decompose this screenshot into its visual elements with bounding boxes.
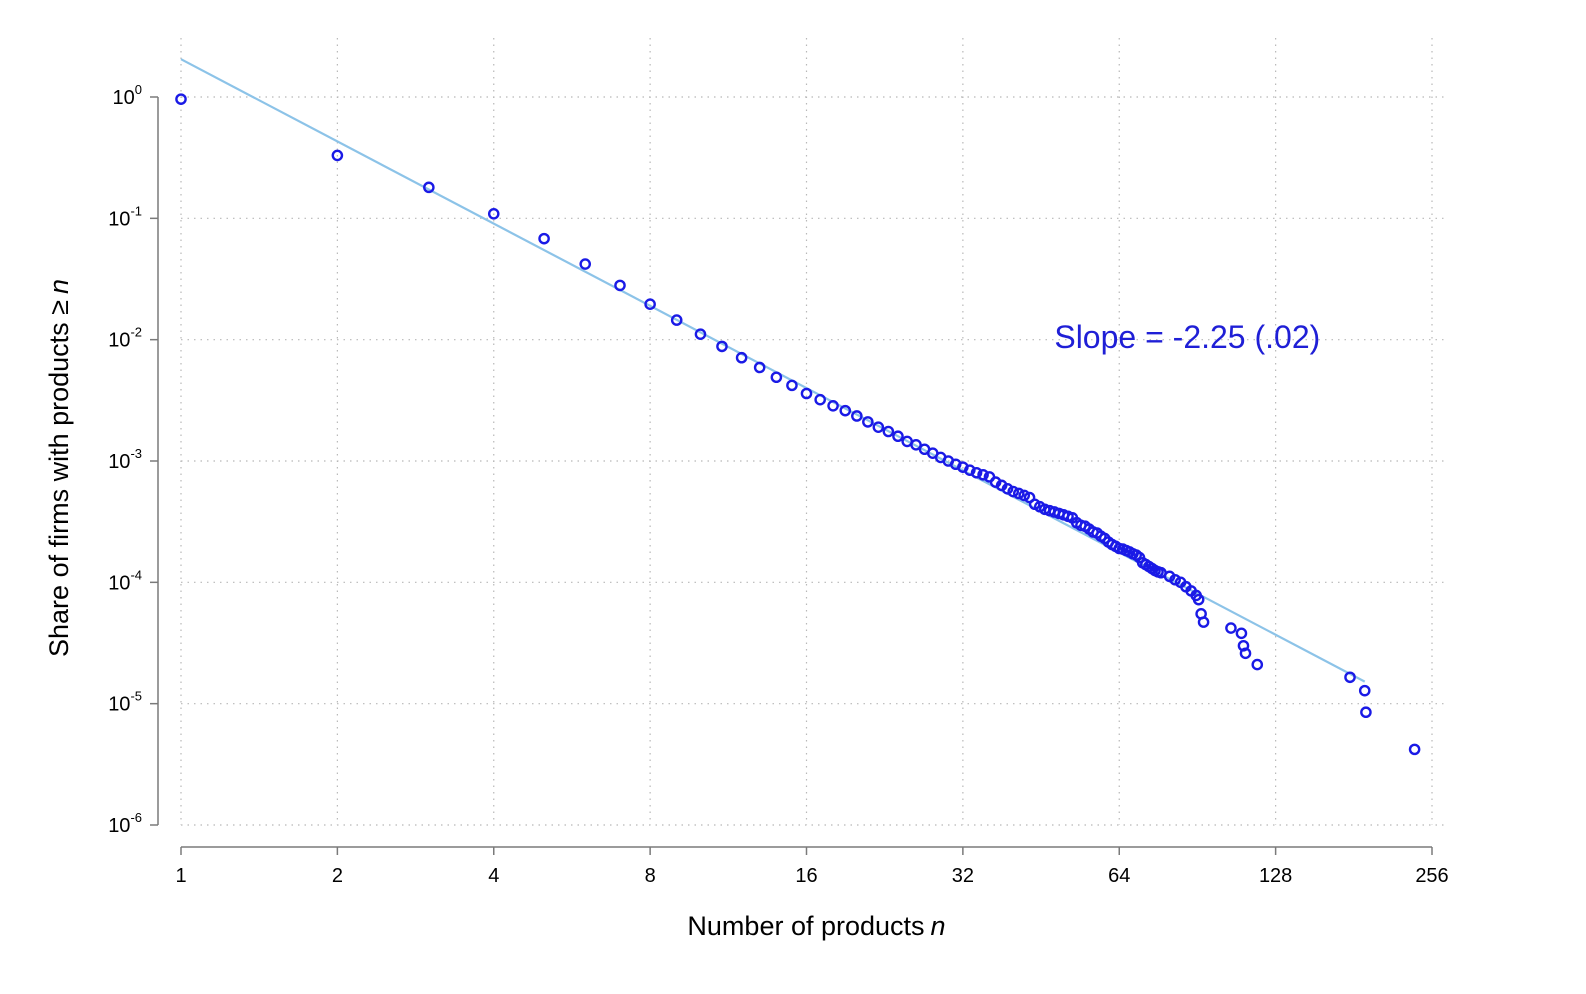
data-point — [964, 464, 976, 476]
data-point — [614, 279, 626, 292]
data-point — [1344, 671, 1356, 684]
data-point — [1360, 706, 1372, 719]
data-point — [1001, 483, 1014, 495]
data-point — [1239, 647, 1252, 660]
y-tick-label-exponent: -6 — [130, 810, 142, 825]
y-axis-title: Share of firms with products ≥ n — [44, 279, 74, 657]
data-point — [882, 425, 895, 438]
y-tick-label: 10-5 — [108, 689, 142, 716]
x-tick-label: 256 — [1415, 865, 1448, 887]
x-tick-label: 16 — [795, 865, 817, 887]
data-point — [331, 149, 344, 162]
y-tick-label-base: 10 — [108, 208, 130, 230]
data-point — [970, 466, 983, 479]
y-tick-label-base: 10 — [108, 694, 130, 716]
y-tick-label: 10-6 — [108, 810, 142, 837]
data-point — [423, 181, 435, 194]
data-point — [1225, 622, 1237, 634]
data-point — [1018, 489, 1031, 502]
x-tick-label: 64 — [1108, 865, 1130, 887]
y-tick-label-base: 10 — [113, 87, 135, 109]
data-point — [977, 468, 989, 481]
y-tick-label-exponent: -3 — [130, 446, 142, 461]
x-tick-layer: 1 2 4 8 16 32 64 128 256 — [175, 847, 1449, 887]
data-point — [694, 328, 707, 340]
data-point — [851, 410, 863, 422]
y-tick-label-exponent: -5 — [130, 689, 142, 704]
data-point — [1408, 743, 1421, 756]
data-point — [814, 393, 826, 406]
y-tick-label-base: 10 — [108, 815, 130, 837]
data-point — [670, 314, 683, 326]
grid-layer — [180, 38, 1448, 826]
x-axis-title-text: Number of products — [687, 911, 924, 941]
y-tick-label: 10-3 — [108, 446, 142, 473]
data-point — [786, 379, 798, 392]
y-tick-label-exponent: -1 — [130, 203, 142, 218]
data-point — [892, 430, 904, 443]
data-point — [872, 421, 885, 433]
x-tick-label: 8 — [645, 865, 656, 887]
y-axis-title-text: Share of firms with products ≥ — [44, 300, 74, 657]
x-axis-title-var: n — [931, 911, 946, 941]
data-point — [839, 404, 852, 417]
data-point — [1235, 627, 1248, 640]
data-point — [1358, 684, 1371, 697]
x-tick-label: 32 — [952, 865, 974, 887]
y-tick-label-exponent: -2 — [130, 325, 142, 340]
fit-line — [180, 58, 1366, 683]
y-tick-label-exponent: 0 — [135, 82, 142, 97]
y-tick-label-base: 10 — [108, 572, 130, 594]
point-layer — [175, 93, 1421, 756]
axis-layer — [157, 97, 1432, 848]
y-tick-label-base: 10 — [108, 451, 130, 473]
data-point — [579, 258, 592, 270]
data-point — [753, 361, 766, 374]
data-point — [1012, 487, 1025, 500]
data-point — [800, 387, 813, 400]
x-tick-label: 128 — [1259, 865, 1292, 887]
y-tick-label-exponent: -4 — [130, 567, 142, 582]
y-tick-label-base: 10 — [108, 330, 130, 352]
data-point — [644, 298, 656, 311]
data-point — [1251, 658, 1264, 671]
data-point — [538, 232, 550, 245]
data-point — [487, 207, 500, 220]
data-point — [1197, 616, 1210, 628]
x-tick-label: 2 — [332, 865, 343, 887]
data-point — [175, 93, 187, 105]
data-point — [862, 416, 874, 428]
data-point — [1169, 573, 1181, 586]
y-tick-label: 10-4 — [108, 567, 142, 594]
y-tick-label: 10-2 — [108, 325, 142, 352]
x-tick-label: 4 — [488, 865, 499, 887]
data-point — [1237, 639, 1250, 652]
x-axis-title: Number of products n — [687, 911, 945, 941]
y-axis-title-var: n — [44, 279, 74, 294]
y-tick-label: 100 — [113, 82, 142, 109]
data-point — [827, 400, 839, 412]
y-tick-label: 10-1 — [108, 203, 142, 230]
data-point — [770, 371, 783, 384]
data-point — [735, 351, 748, 364]
data-point — [1192, 593, 1205, 606]
slope-annotation: Slope = -2.25 (.02) — [1054, 319, 1320, 355]
data-point — [716, 340, 728, 353]
x-tick-label: 1 — [175, 865, 186, 887]
data-point — [910, 438, 922, 451]
data-point — [1007, 485, 1020, 498]
